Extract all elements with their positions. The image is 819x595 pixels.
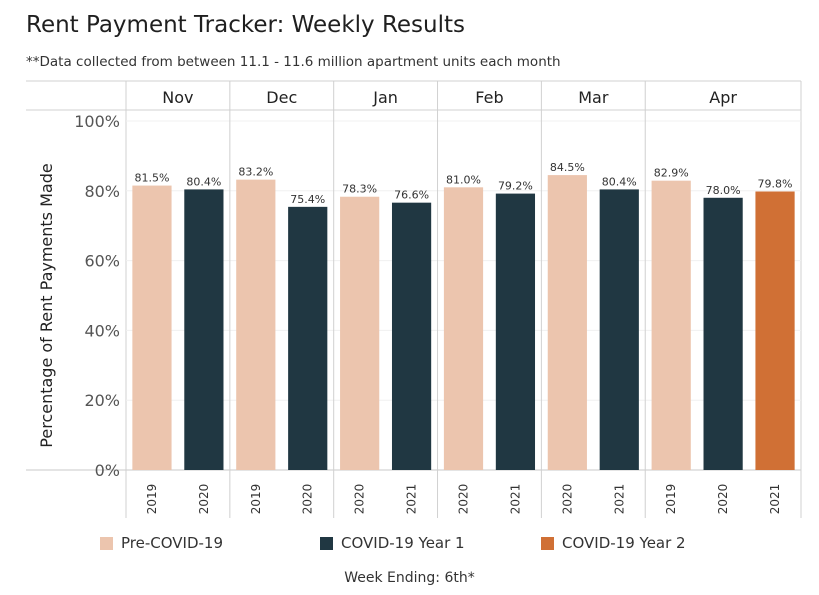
bar	[755, 191, 795, 471]
month-header: Dec	[266, 88, 297, 107]
month-header: Nov	[162, 88, 193, 107]
data-label: 79.8%	[758, 177, 793, 190]
month-header: Apr	[709, 88, 737, 107]
legend-label: COVID-19 Year 1	[341, 534, 465, 552]
data-label: 83.2%	[238, 166, 273, 179]
x-tick-label: 2020	[457, 484, 471, 515]
bar	[340, 196, 380, 470]
data-label: 82.9%	[654, 167, 689, 180]
data-label: 78.3%	[342, 183, 377, 196]
y-tick-label: 20%	[84, 391, 120, 410]
data-label: 75.4%	[290, 193, 325, 206]
bar	[651, 180, 691, 470]
data-label: 84.5%	[550, 161, 585, 174]
x-tick-label: 2021	[768, 484, 782, 515]
bar	[184, 189, 224, 471]
data-label: 76.6%	[394, 189, 429, 202]
bar	[391, 202, 432, 470]
x-tick-label: 2019	[249, 484, 263, 515]
y-tick-label: 40%	[84, 321, 120, 340]
legend-item-covid-year-2[interactable]: COVID-19 Year 2	[541, 534, 686, 552]
bar	[495, 193, 536, 471]
y-tick-label: 80%	[84, 182, 120, 201]
x-tick-label: 2020	[560, 484, 574, 515]
x-tick-label: 2019	[145, 484, 159, 515]
bar	[703, 197, 743, 470]
x-tick-label: 2021	[612, 484, 626, 515]
x-tick-label: 2020	[301, 484, 315, 515]
chart-title: Rent Payment Tracker: Weekly Results	[26, 12, 466, 38]
y-tick-label: 60%	[84, 252, 120, 271]
legend-label: Pre-COVID-19	[121, 534, 224, 552]
bar-chart: 0% 20% 40% 60% 80% 100% Percentage of Rent Pay…	[26, 80, 802, 518]
month-header: Feb	[475, 88, 503, 107]
bar	[547, 175, 587, 470]
legend-swatch	[100, 536, 113, 550]
legend-item-pre-covid[interactable]: Pre-COVID-19	[100, 534, 223, 552]
x-tick-label: 2019	[664, 484, 678, 515]
bar	[599, 189, 639, 471]
bar	[236, 179, 276, 470]
data-label: 80.4%	[186, 175, 221, 188]
x-tick-label: 2021	[405, 484, 419, 515]
legend-swatch	[320, 536, 333, 550]
data-label: 79.2%	[498, 180, 533, 193]
x-tick-label: 2020	[716, 484, 730, 515]
y-tick-label: 0%	[95, 461, 120, 480]
legend-label: COVID-19 Year 2	[562, 534, 686, 552]
chart-subtitle: **Data collected from between 11.1 - 11.…	[26, 54, 561, 70]
legend-item-covid-year-1[interactable]: COVID-19 Year 1	[320, 534, 465, 552]
bar	[443, 187, 484, 470]
y-tick-label: 100%	[74, 112, 120, 131]
month-header: Mar	[578, 88, 609, 107]
month-header: Jan	[372, 88, 398, 107]
x-tick-label: 2021	[508, 484, 522, 515]
data-label: 78.0%	[706, 184, 741, 197]
bar	[288, 206, 328, 470]
y-axis-title: Percentage of Rent Payments Made	[37, 163, 56, 447]
legend-swatch	[541, 536, 554, 550]
data-label: 81.0%	[446, 173, 481, 186]
data-label: 80.4%	[602, 175, 637, 188]
x-tick-label: 2020	[197, 484, 211, 515]
data-label: 81.5%	[134, 172, 169, 185]
bar	[132, 185, 172, 470]
x-axis-footer: Week Ending: 6th*	[344, 570, 475, 586]
x-tick-label: 2020	[353, 484, 367, 515]
